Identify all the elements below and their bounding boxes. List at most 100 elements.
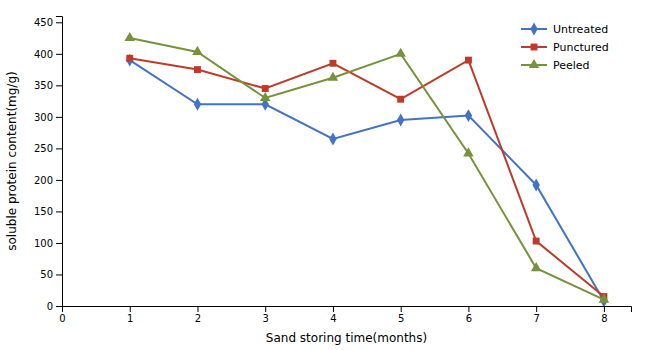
plot-area: 0 1 2 3 4 5 6 7 8 0 50 100 150 200 250 300 350 400 450 Untr… xyxy=(34,17,632,325)
tick-label: 1 xyxy=(127,313,133,324)
y-axis: 0 50 100 150 200 250 300 350 400 450 xyxy=(34,17,63,312)
legend-marker xyxy=(529,59,540,68)
point xyxy=(465,57,472,64)
legend-item: Untreated xyxy=(521,23,608,36)
tick-mark xyxy=(56,148,62,149)
legend-item: Peeled xyxy=(521,59,590,72)
axis-line xyxy=(63,307,632,313)
tick: 2 xyxy=(195,306,201,324)
tick-label: 100 xyxy=(34,238,53,249)
tick-mark xyxy=(333,306,334,312)
tick: 6 xyxy=(466,306,472,324)
tick: 50 xyxy=(40,269,62,280)
tick: 3 xyxy=(263,306,269,324)
axis-line xyxy=(56,17,63,307)
tick-label: 150 xyxy=(34,206,53,217)
tick-mark xyxy=(56,54,62,55)
data-layer xyxy=(124,32,609,306)
tick-label: 400 xyxy=(34,49,53,60)
tick-label: 350 xyxy=(34,80,53,91)
legend-item: Punctured xyxy=(521,41,609,54)
tick-mark xyxy=(56,85,62,86)
tick: 8 xyxy=(601,306,607,324)
tick-mark xyxy=(56,306,62,307)
point xyxy=(194,66,201,73)
point xyxy=(260,92,271,101)
tick: 0 xyxy=(47,301,62,312)
tick-label: 5 xyxy=(398,313,404,324)
tick-mark xyxy=(536,306,537,312)
series-line xyxy=(130,38,604,300)
point xyxy=(126,54,133,67)
tick: 0 xyxy=(59,306,65,324)
tick-label: 0 xyxy=(47,301,53,312)
point xyxy=(262,85,269,92)
point xyxy=(126,55,133,62)
tick-mark xyxy=(401,306,402,312)
tick: 7 xyxy=(533,306,539,324)
series xyxy=(126,54,608,306)
point xyxy=(329,132,336,145)
tick-label: 7 xyxy=(533,313,539,324)
point xyxy=(194,98,201,111)
tick-label: 450 xyxy=(34,17,53,28)
point xyxy=(599,294,610,303)
tick-mark xyxy=(56,117,62,118)
tick-label: 0 xyxy=(59,313,65,324)
y-axis-title: soluble protein content(mg/g) xyxy=(5,71,19,250)
x-axis-title: Sand storing time(months) xyxy=(266,331,427,345)
tick: 150 xyxy=(34,206,62,217)
point xyxy=(124,32,135,41)
tick: 350 xyxy=(34,80,62,91)
point xyxy=(328,72,339,81)
tick-label: 4 xyxy=(330,313,336,324)
tick-label: 8 xyxy=(601,313,607,324)
tick-mark xyxy=(56,211,62,212)
legend-label: Punctured xyxy=(553,41,609,54)
tick-mark xyxy=(197,306,198,312)
tick-label: 2 xyxy=(195,313,201,324)
tick-mark xyxy=(468,306,469,312)
point xyxy=(533,238,540,245)
tick: 4 xyxy=(330,306,336,324)
tick-mark xyxy=(56,243,62,244)
legend-marker xyxy=(530,23,537,36)
tick: 5 xyxy=(398,306,404,324)
point xyxy=(397,96,404,103)
series xyxy=(126,55,607,300)
point xyxy=(395,48,406,57)
tick-mark xyxy=(56,274,62,275)
tick: 300 xyxy=(34,112,62,123)
tick-mark xyxy=(56,180,62,181)
series xyxy=(124,32,609,303)
point xyxy=(329,60,336,67)
tick-mark xyxy=(56,22,62,23)
chart: 0 1 2 3 4 5 6 7 8 0 50 100 150 200 250 300 350 400 450 Untr… xyxy=(0,0,649,350)
tick: 400 xyxy=(34,49,62,60)
tick: 450 xyxy=(34,17,62,28)
legend-marker xyxy=(531,44,538,51)
point xyxy=(532,179,539,192)
series-line xyxy=(130,60,604,301)
tick-label: 250 xyxy=(34,143,53,154)
tick-label: 300 xyxy=(34,112,53,123)
legend: Untreated Punctured Peeled xyxy=(521,23,609,72)
point xyxy=(397,114,404,127)
tick-mark xyxy=(130,306,131,312)
x-axis: 0 1 2 3 4 5 6 7 8 xyxy=(59,306,631,324)
legend-label: Peeled xyxy=(553,59,590,72)
tick: 100 xyxy=(34,238,62,249)
tick-mark xyxy=(604,306,605,312)
tick-label: 3 xyxy=(263,313,269,324)
tick-label: 200 xyxy=(34,175,53,186)
point xyxy=(531,262,542,271)
tick: 200 xyxy=(34,175,62,186)
legend-label: Untreated xyxy=(553,23,608,36)
tick-label: 6 xyxy=(466,313,472,324)
tick-mark xyxy=(265,306,266,312)
tick: 1 xyxy=(127,306,133,324)
tick: 250 xyxy=(34,143,62,154)
tick-label: 50 xyxy=(40,269,53,280)
point xyxy=(192,46,203,55)
point xyxy=(465,109,472,122)
